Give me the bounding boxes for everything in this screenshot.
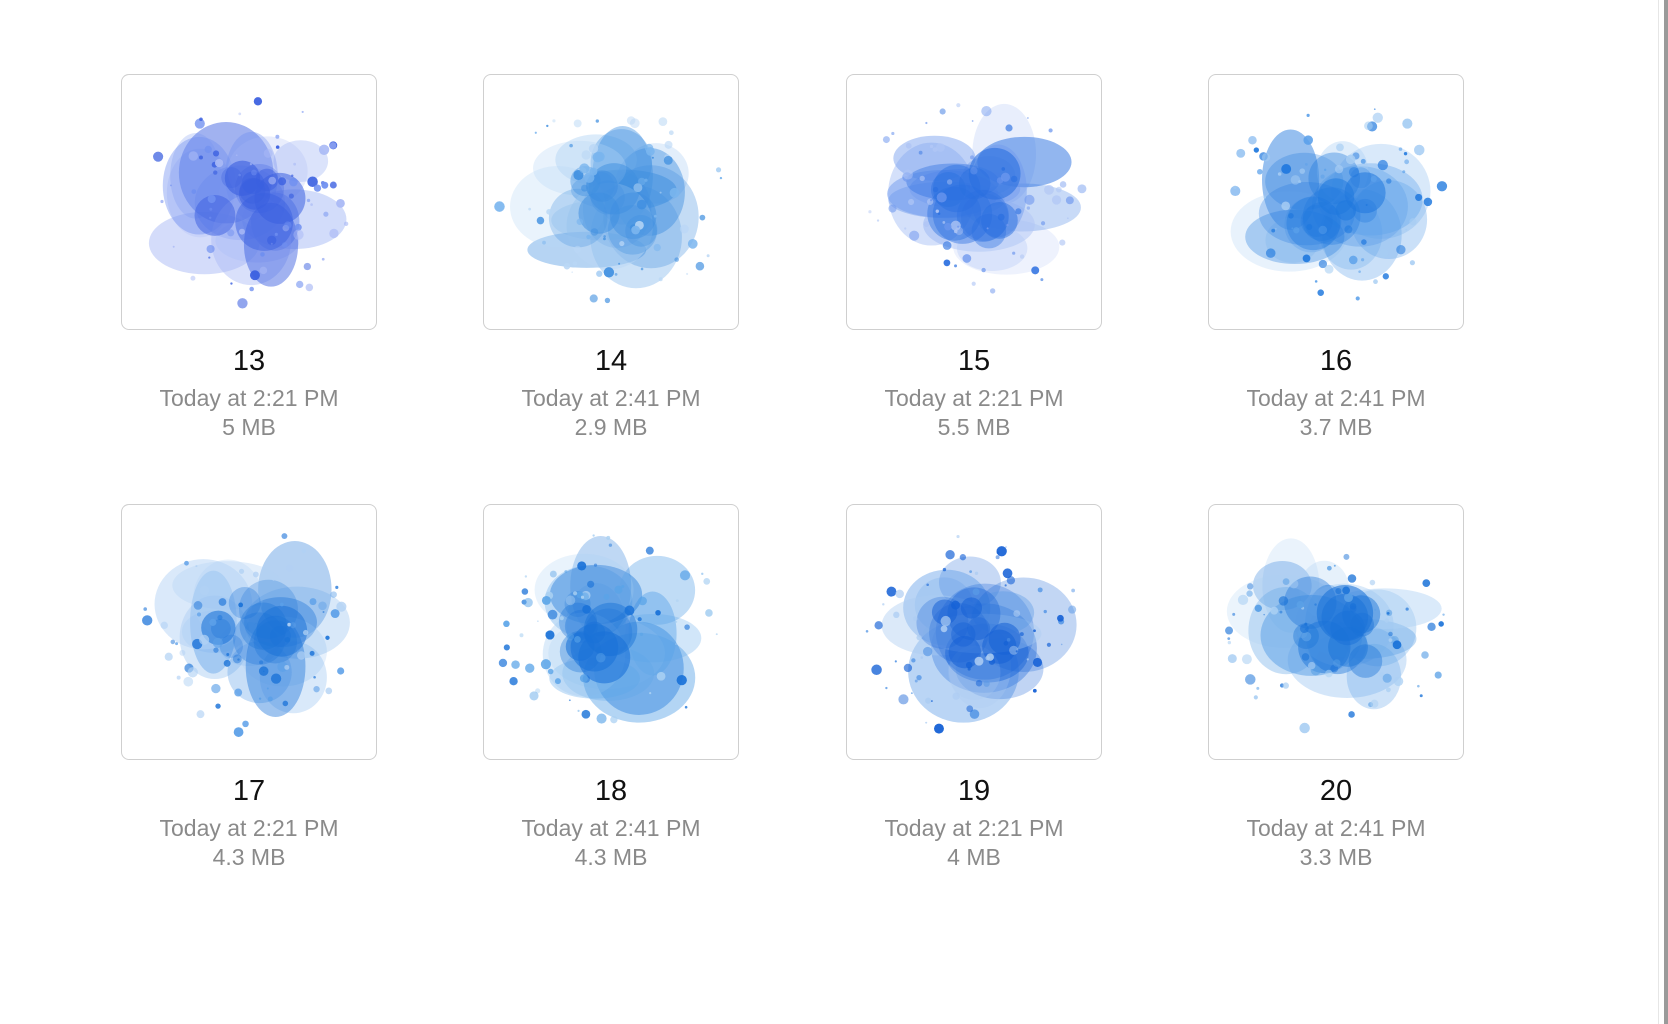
file-size: 3.7 MB [1299, 414, 1373, 440]
watercolor-splash-icon [142, 533, 350, 737]
file-thumbnail[interactable] [483, 74, 739, 330]
file-item[interactable]: 17 Today at 2:21 PM 4.3 MB [121, 504, 421, 884]
file-name[interactable]: 17 [232, 775, 266, 807]
file-item[interactable]: 15 Today at 2:21 PM 5.5 MB [846, 74, 1146, 454]
file-name[interactable]: 14 [594, 345, 628, 377]
file-size: 4.3 MB [212, 844, 286, 870]
file-item[interactable]: 16 Today at 2:41 PM 3.7 MB [1208, 74, 1508, 454]
file-size: 4.3 MB [574, 844, 648, 870]
file-name[interactable]: 15 [957, 345, 991, 377]
file-date: Today at 2:41 PM [1246, 815, 1426, 841]
file-name[interactable]: 20 [1319, 775, 1353, 807]
file-thumbnail[interactable] [1208, 504, 1464, 760]
scrollbar-track[interactable] [1658, 0, 1668, 1024]
watercolor-splash-icon [1230, 108, 1448, 301]
file-size: 5.5 MB [937, 414, 1011, 440]
file-date: Today at 2:21 PM [159, 385, 339, 411]
file-size: 2.9 MB [574, 414, 648, 440]
watercolor-splash-icon [1225, 538, 1445, 734]
file-date: Today at 2:21 PM [884, 815, 1064, 841]
file-item[interactable]: 19 Today at 2:21 PM 4 MB [846, 504, 1146, 884]
file-name[interactable]: 18 [594, 775, 628, 807]
watercolor-splash-icon [148, 97, 349, 309]
watercolor-splash-icon [865, 534, 1077, 734]
file-thumbnail[interactable] [483, 504, 739, 760]
file-thumbnail[interactable] [846, 74, 1102, 330]
file-size: 4 MB [947, 844, 1001, 870]
file-date: Today at 2:41 PM [1246, 385, 1426, 411]
file-date: Today at 2:21 PM [159, 815, 339, 841]
file-date: Today at 2:41 PM [521, 385, 701, 411]
file-item[interactable]: 18 Today at 2:41 PM 4.3 MB [483, 504, 783, 884]
watercolor-splash-icon [868, 103, 1087, 294]
file-date: Today at 2:41 PM [521, 815, 701, 841]
file-name[interactable]: 19 [957, 775, 991, 807]
file-name[interactable]: 13 [232, 345, 266, 377]
file-item[interactable]: 14 Today at 2:41 PM 2.9 MB [483, 74, 783, 454]
scrollbar-thumb[interactable] [1664, 0, 1668, 1024]
file-size: 5 MB [222, 414, 276, 440]
file-thumbnail[interactable] [121, 504, 377, 760]
file-name[interactable]: 16 [1319, 345, 1353, 377]
file-date: Today at 2:21 PM [884, 385, 1064, 411]
watercolor-splash-icon [494, 116, 723, 304]
file-thumbnail[interactable] [846, 504, 1102, 760]
file-item[interactable]: 13 Today at 2:21 PM 5 MB [121, 74, 421, 454]
file-size: 3.3 MB [1299, 844, 1373, 870]
file-thumbnail[interactable] [121, 74, 377, 330]
file-thumbnail[interactable] [1208, 74, 1464, 330]
watercolor-splash-icon [498, 534, 718, 724]
file-item[interactable]: 20 Today at 2:41 PM 3.3 MB [1208, 504, 1508, 884]
